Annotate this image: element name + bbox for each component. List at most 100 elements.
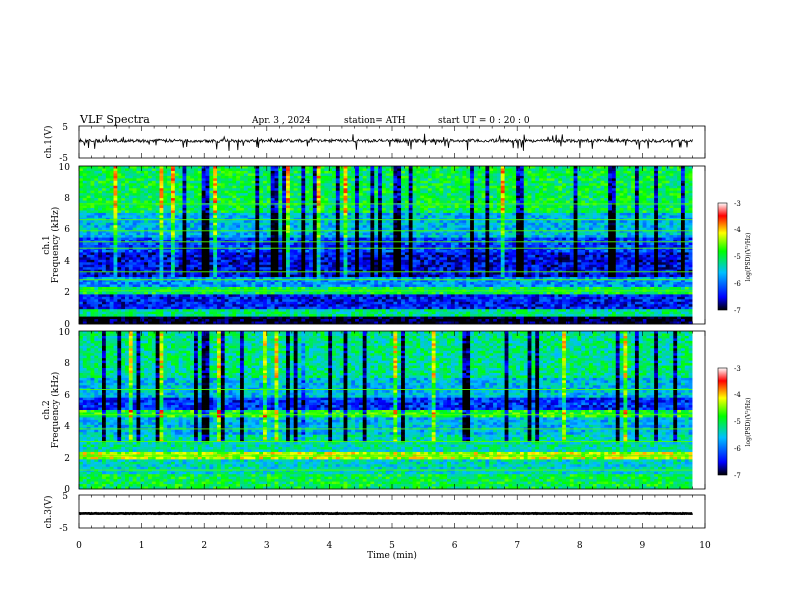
spectrogram-cell xyxy=(140,188,145,192)
spectrogram-cell xyxy=(105,203,111,206)
spectrogram-cell xyxy=(332,259,337,263)
spectrogram-cell xyxy=(113,198,118,201)
spectrogram-cell xyxy=(243,200,249,204)
spectrogram-cell xyxy=(251,178,256,182)
spectrogram-cell xyxy=(163,170,168,174)
spectrogram-cell xyxy=(209,170,214,174)
spectrogram-cell xyxy=(144,222,149,226)
spectrogram-cell xyxy=(117,193,122,197)
spectrogram-cell xyxy=(240,314,245,317)
spectrogram-cell xyxy=(213,264,218,268)
spectrogram-cell xyxy=(240,225,245,229)
spectrogram-cell xyxy=(121,170,126,174)
spectrogram-cell xyxy=(102,212,107,216)
spectrogram-cell xyxy=(194,200,199,204)
spectrogram-cell xyxy=(105,198,111,201)
spectrogram-cell xyxy=(286,274,291,278)
spectrogram-cell xyxy=(243,190,249,194)
spectrogram-cell xyxy=(335,309,341,313)
spectrogram-cell xyxy=(159,306,164,310)
spectrogram-cell xyxy=(213,180,218,184)
spectrogram-cell xyxy=(332,321,337,325)
spectrogram-cell xyxy=(232,262,237,266)
spectrogram-cell xyxy=(243,294,249,298)
spectrogram-cell xyxy=(274,173,279,177)
spectrogram-cell xyxy=(309,304,314,308)
spectrogram-cell xyxy=(102,254,107,258)
spectrogram-cell xyxy=(201,257,206,261)
spectrogram-cell xyxy=(186,207,191,211)
spectrogram-cell xyxy=(148,314,153,317)
spectrogram-cell xyxy=(259,284,264,288)
spectrogram-cell xyxy=(148,207,153,211)
spectrogram-cell xyxy=(190,249,195,253)
spectrogram-cell xyxy=(171,257,176,261)
spectrogram-cell xyxy=(240,304,245,308)
spectrogram-cell xyxy=(167,212,172,216)
spectrogram-cell xyxy=(343,183,348,187)
spectrogram-cell xyxy=(82,178,88,182)
spectrogram-cell xyxy=(79,237,84,241)
spectrogram-cell xyxy=(86,222,91,226)
spectrogram-cell xyxy=(167,173,172,177)
spectrogram-cell xyxy=(144,210,149,214)
spectrogram-cell xyxy=(266,252,272,256)
spectrogram-cell xyxy=(220,215,226,219)
spectrogram-cell xyxy=(259,220,264,224)
spectrogram-cell xyxy=(305,262,310,266)
spectrogram-cell xyxy=(190,200,195,204)
spectrogram-cell xyxy=(263,264,268,268)
spectrogram-cell xyxy=(121,274,126,278)
spectrogram-cell xyxy=(259,294,264,298)
spectrogram-cell xyxy=(266,272,272,276)
spectrogram-cell xyxy=(136,274,141,278)
spectrogram-cell xyxy=(309,316,314,320)
spectrogram-cell xyxy=(343,245,348,248)
spectrogram-cell xyxy=(343,225,348,229)
spectrogram-cell xyxy=(293,190,298,194)
spectrogram-cell xyxy=(113,311,118,315)
spectrogram-cell xyxy=(109,286,114,290)
spectrogram-cell xyxy=(366,180,371,184)
spectrogram-cell xyxy=(339,314,344,317)
spectrogram-cell xyxy=(355,232,360,236)
spectrogram-cell xyxy=(228,316,233,320)
spectrogram-cell xyxy=(144,254,149,258)
spectrogram-cell xyxy=(328,173,333,177)
spectrogram-cell xyxy=(224,166,229,169)
spectrogram-cell xyxy=(86,193,91,197)
spectrogram-cell xyxy=(90,274,95,278)
spectrogram-cell xyxy=(148,277,153,280)
spectrogram-cell xyxy=(351,232,356,236)
spectrogram-cell xyxy=(240,249,245,253)
spectrogram-cell xyxy=(282,183,287,187)
spectrogram-cell xyxy=(263,316,268,320)
spectrogram-cell xyxy=(351,230,356,234)
spectrogram-cell xyxy=(128,279,134,283)
spectrogram-cell xyxy=(286,321,291,325)
spectrogram-cell xyxy=(347,264,352,268)
spectrogram-cell xyxy=(163,210,168,214)
spectrogram-cell xyxy=(335,245,341,248)
spectrogram-cell xyxy=(259,190,264,194)
spectrogram-cell xyxy=(293,205,298,209)
spectrogram-cell xyxy=(82,272,88,276)
spectrogram-cell xyxy=(255,254,260,258)
spectrogram-cell xyxy=(125,291,130,295)
spectrogram-cell xyxy=(328,230,333,234)
spectrogram-cell xyxy=(351,242,356,246)
spectrogram-cell xyxy=(286,306,291,310)
spectrogram-cell xyxy=(79,314,84,317)
spectrogram-cell xyxy=(121,296,126,300)
spectrogram-cell xyxy=(355,205,360,209)
spectrogram-cell xyxy=(205,296,210,300)
spectrogram-cell xyxy=(358,284,364,288)
spectrogram-cell xyxy=(182,252,187,256)
spectrogram-cell xyxy=(247,301,252,305)
spectrogram-cell xyxy=(82,227,88,231)
spectrogram-cell xyxy=(263,274,268,278)
spectrogram-cell xyxy=(259,257,264,261)
spectrogram-cell xyxy=(98,175,103,179)
spectrogram-cell xyxy=(201,269,206,273)
spectrogram-cell xyxy=(113,195,118,199)
